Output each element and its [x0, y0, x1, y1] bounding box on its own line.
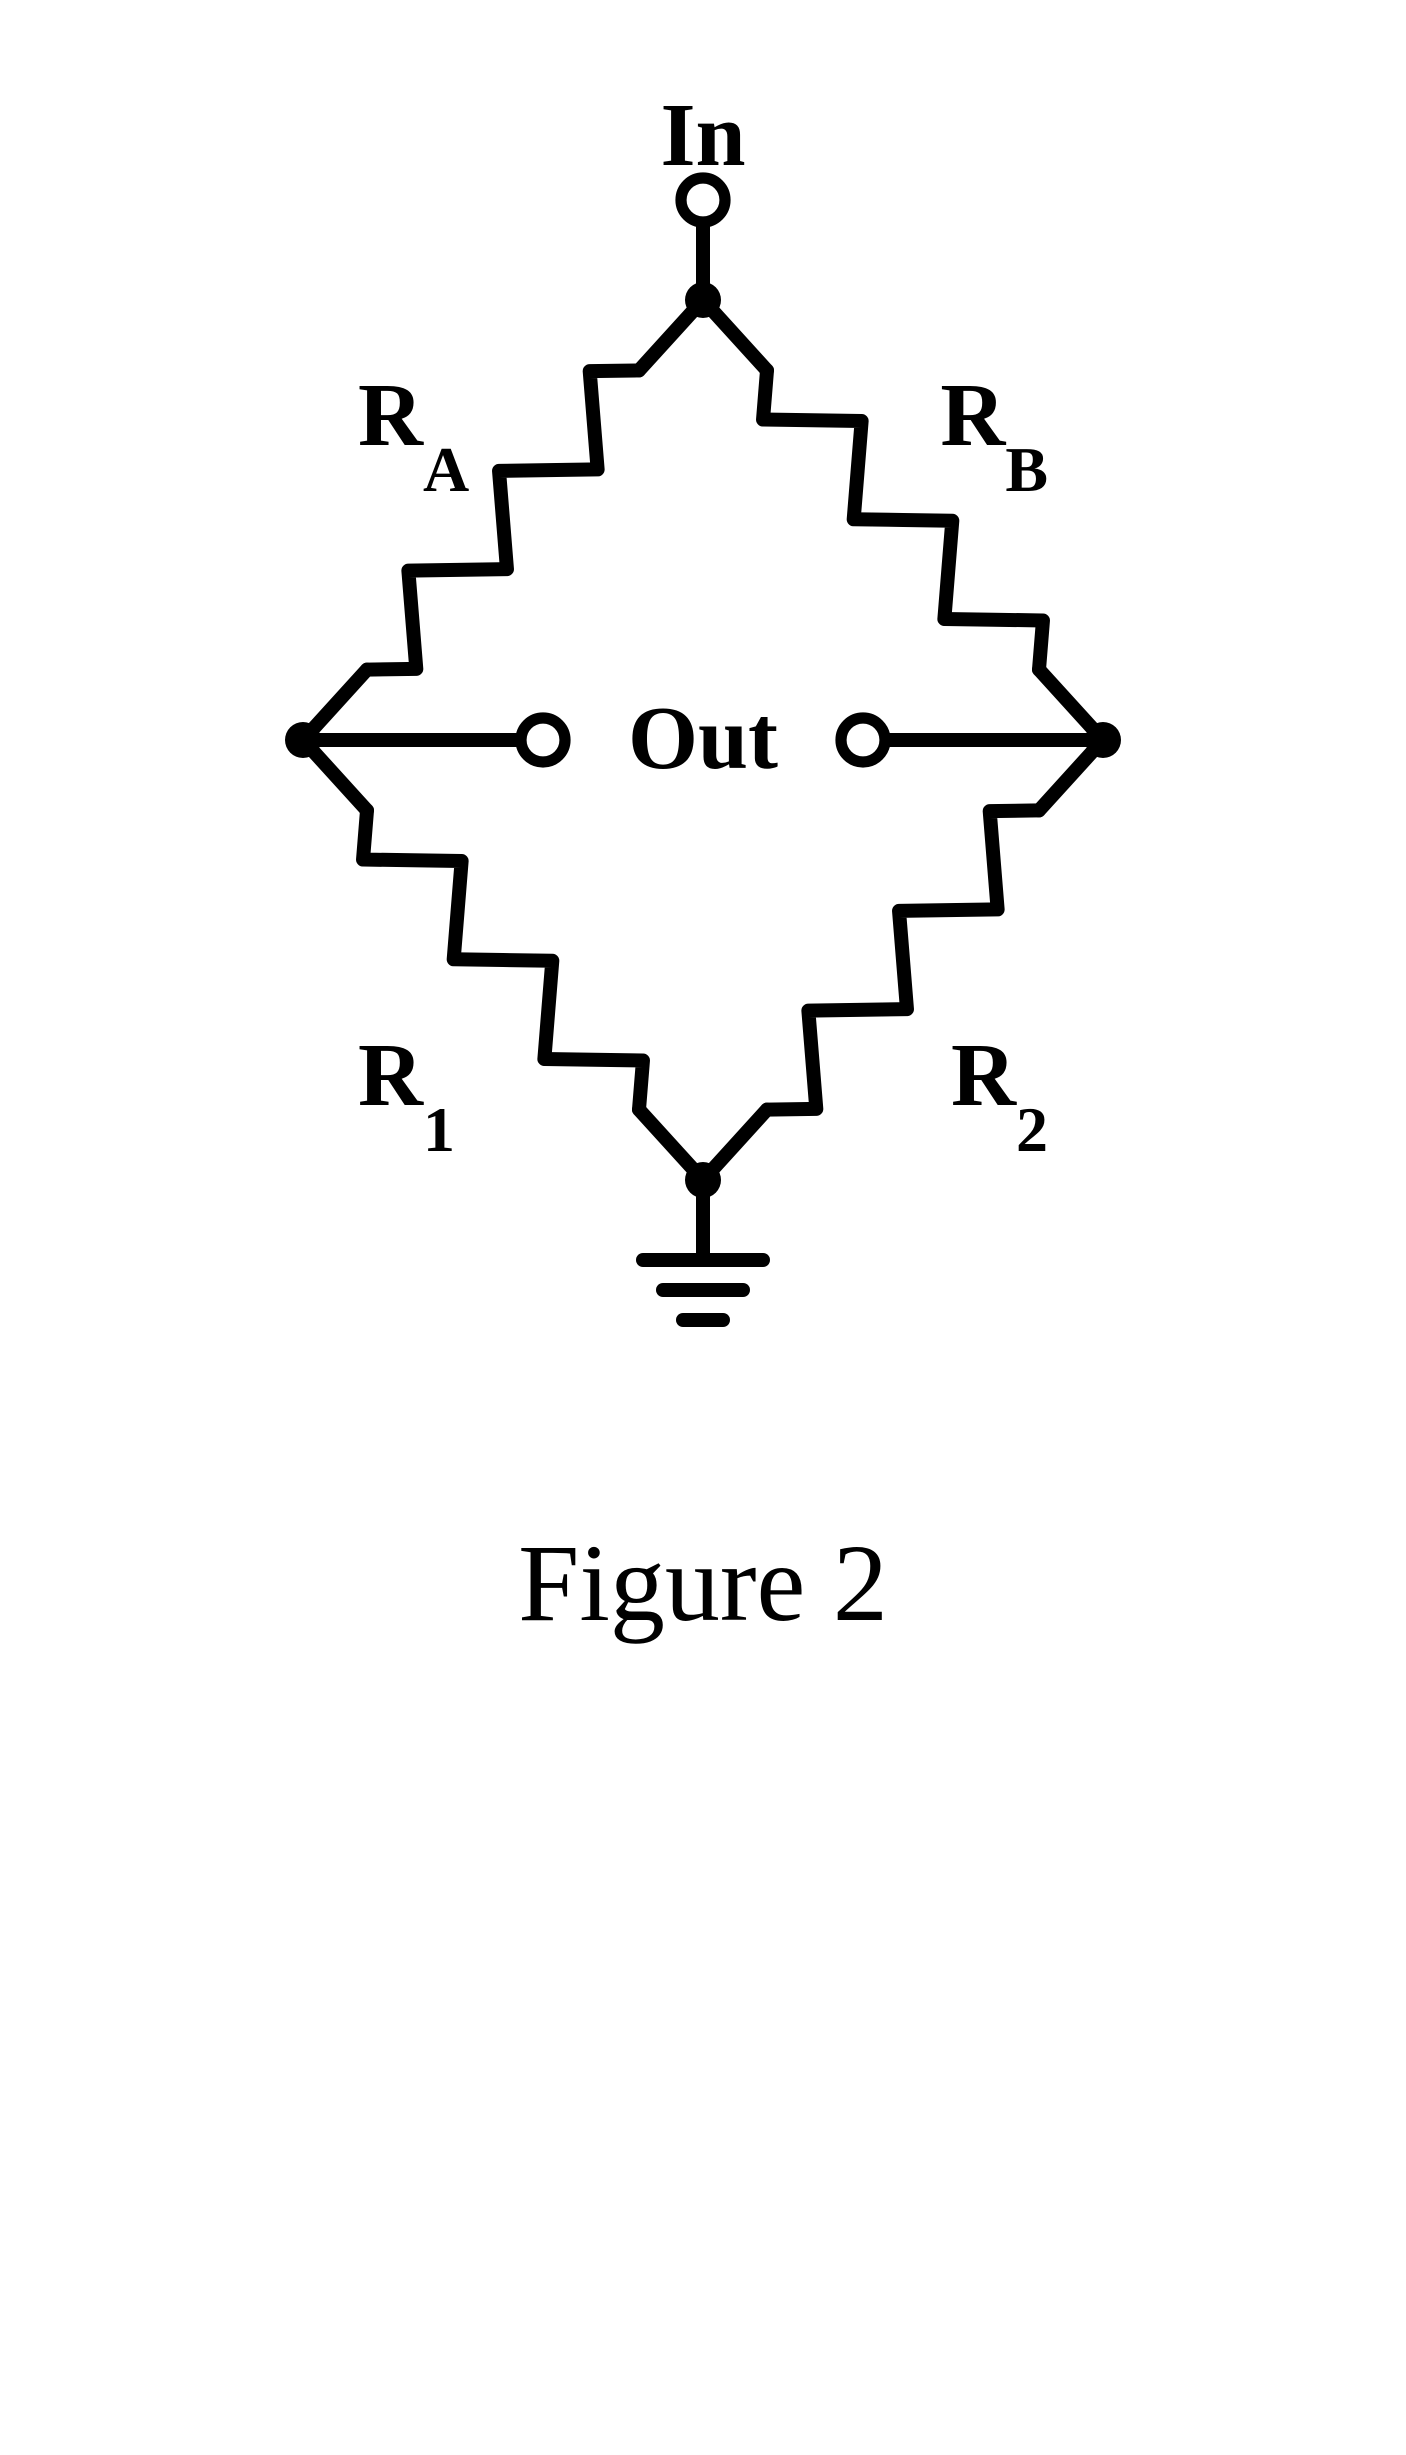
svg-text:RB: RB: [940, 366, 1048, 505]
svg-text:R1: R1: [358, 1026, 455, 1165]
svg-text:In: In: [660, 86, 745, 185]
circuit-svg: In RA RB R1 R2 Out: [203, 40, 1203, 1640]
wheatstone-bridge-diagram: In RA RB R1 R2 Out: [203, 40, 1203, 1440]
svg-text:Out: Out: [628, 689, 778, 788]
svg-text:RA: RA: [358, 366, 469, 505]
svg-text:R2: R2: [951, 1026, 1048, 1165]
